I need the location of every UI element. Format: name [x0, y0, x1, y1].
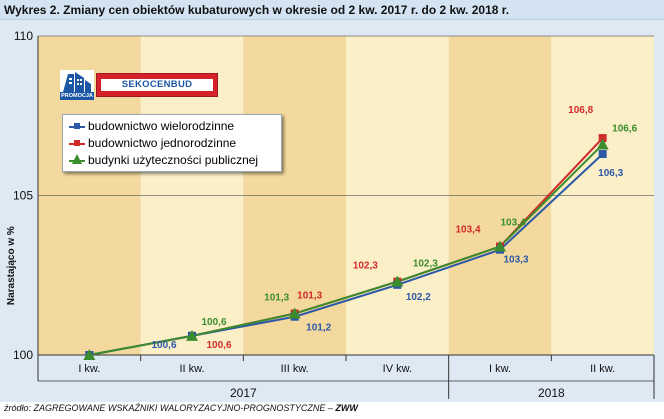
data-label: 101,2 — [306, 323, 331, 334]
y-tick-label: 100 — [13, 348, 33, 362]
x-tick-label: III kw. — [281, 363, 309, 375]
year-label: 2018 — [538, 386, 565, 400]
data-label: 100,6 — [206, 340, 231, 351]
data-point — [598, 134, 607, 143]
data-point — [288, 307, 301, 319]
x-tick-label: II kw. — [590, 363, 615, 375]
data-label: 103,4 — [455, 225, 480, 236]
legend-item-jednorodzinne: budownictwo jednorodzinne — [69, 134, 236, 152]
logo-brand: SEKOCENBUD — [101, 79, 213, 91]
y-axis-label: Narastająco w % — [6, 226, 17, 305]
series-line — [89, 143, 604, 356]
triangle-marker-icon — [69, 154, 85, 166]
y-tick-label: 105 — [13, 189, 33, 203]
data-point — [83, 349, 96, 360]
data-label: 102,3 — [413, 259, 438, 270]
data-label: 101,3 — [264, 293, 289, 304]
legend-label: budynki użyteczności publicznej — [88, 153, 259, 167]
sekocenbud-logo: PROMOCJA SEKOCENBUD — [60, 70, 220, 100]
data-point — [598, 150, 607, 159]
logo-caption: PROMOCJA — [60, 92, 94, 100]
y-tick-label: 110 — [14, 29, 33, 43]
x-tick-label: I kw. — [489, 363, 511, 375]
square-marker-icon — [69, 137, 85, 149]
logo-banner: SEKOCENBUD — [96, 73, 218, 97]
data-label: 102,3 — [353, 261, 378, 272]
source-note: źródło: ZAGREGOWANE WSKAŹNIKI WALORYZACY… — [4, 403, 358, 413]
data-label: 103,4 — [500, 218, 525, 229]
data-point — [186, 329, 198, 341]
legend-label: budownictwo wielorodzinne — [88, 119, 235, 133]
x-tick-label: I kw. — [78, 363, 100, 375]
data-label: 102,2 — [406, 292, 431, 303]
legend-item-wielorodzinne: budownictwo wielorodzinne — [69, 117, 234, 135]
data-point — [494, 240, 506, 252]
line-chart: 100 105 110 Narastająco w % I kw. II kw. III k… — [6, 29, 655, 400]
data-label: 101,3 — [297, 291, 322, 302]
legend-label: budownictwo jednorodzinne — [88, 136, 237, 150]
chart-legend: budownictwo wielorodzinne budownictwo je… — [62, 114, 282, 172]
chart-panel: 100 105 110 Narastająco w % I kw. II kw. III k… — [0, 20, 664, 402]
data-label: 106,6 — [612, 123, 637, 134]
data-label: 106,8 — [568, 105, 593, 116]
source-text: źródło: ZAGREGOWANE WSKAŹNIKI WALORYZACY… — [4, 403, 336, 413]
figure-title: Wykres 2. Zmiany cen obiektów kubaturowy… — [0, 0, 664, 20]
data-point — [596, 138, 609, 150]
data-label: 106,3 — [598, 168, 623, 179]
source-bold: ZWW — [335, 403, 358, 413]
year-label: 2017 — [230, 386, 257, 400]
data-point — [391, 275, 404, 287]
data-label: 100,6 — [201, 317, 226, 328]
data-label: 103,3 — [503, 255, 528, 266]
data-label: 100,6 — [151, 340, 176, 351]
x-tick-label: II kw. — [179, 363, 204, 375]
legend-item-uzytecznosci: budynki użyteczności publicznej — [69, 151, 258, 169]
x-tick-label: IV kw. — [383, 363, 412, 375]
square-marker-icon — [69, 120, 85, 132]
